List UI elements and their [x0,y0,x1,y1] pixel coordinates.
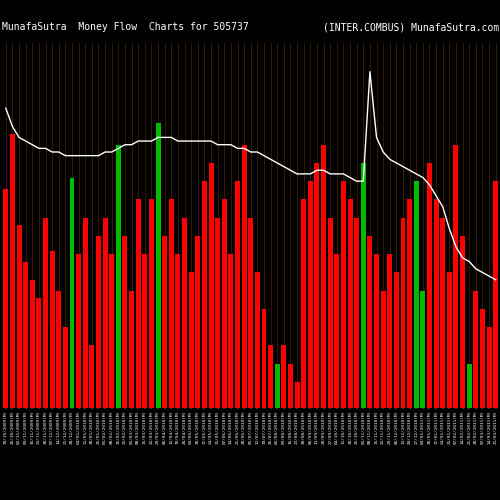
Bar [149,200,154,408]
Bar [202,181,207,408]
Bar [480,309,485,408]
Bar [474,290,478,408]
Bar [56,290,62,408]
Bar [301,200,306,408]
Bar [466,364,471,408]
Bar [274,364,280,408]
Bar [308,181,313,408]
Text: MunafaSutra  Money Flow  Charts for 505737: MunafaSutra Money Flow Charts for 505737 [2,22,249,32]
Bar [10,134,15,407]
Bar [50,250,54,408]
Bar [255,272,260,407]
Bar [43,218,48,408]
Bar [215,218,220,408]
Bar [36,298,42,408]
Bar [109,254,114,408]
Bar [374,254,379,408]
Bar [222,200,227,408]
Bar [122,236,128,408]
Bar [188,272,194,407]
Bar [248,218,253,408]
Bar [268,346,273,408]
Bar [434,200,438,408]
Bar [294,382,300,407]
Bar [196,236,200,408]
Bar [242,144,246,408]
Bar [447,272,452,407]
Bar [354,218,359,408]
Bar [182,218,187,408]
Bar [142,254,148,408]
Bar [282,346,286,408]
Text: (INTER.COMBUS) MunafaSutra.com: (INTER.COMBUS) MunafaSutra.com [323,22,499,32]
Bar [63,327,68,407]
Bar [90,346,94,408]
Bar [420,290,426,408]
Bar [116,144,121,408]
Bar [334,254,340,408]
Bar [341,181,346,408]
Bar [407,200,412,408]
Bar [23,262,28,408]
Bar [380,290,386,408]
Bar [493,181,498,408]
Bar [83,218,87,408]
Bar [368,236,372,408]
Bar [96,236,101,408]
Bar [414,181,418,408]
Bar [4,188,8,408]
Bar [454,144,458,408]
Bar [394,272,399,407]
Bar [400,218,406,408]
Bar [388,254,392,408]
Bar [176,254,180,408]
Bar [314,163,320,408]
Bar [162,236,167,408]
Bar [460,236,465,408]
Bar [102,218,108,408]
Bar [288,364,293,408]
Bar [169,200,174,408]
Bar [30,280,35,407]
Bar [129,290,134,408]
Bar [235,181,240,408]
Bar [361,163,366,408]
Bar [348,200,352,408]
Bar [76,254,81,408]
Bar [208,163,214,408]
Bar [136,200,140,408]
Bar [427,163,432,408]
Bar [228,254,234,408]
Bar [440,218,445,408]
Bar [262,309,266,408]
Bar [321,144,326,408]
Bar [16,225,21,408]
Bar [70,178,74,408]
Bar [156,123,160,408]
Bar [486,327,492,407]
Bar [328,218,332,408]
